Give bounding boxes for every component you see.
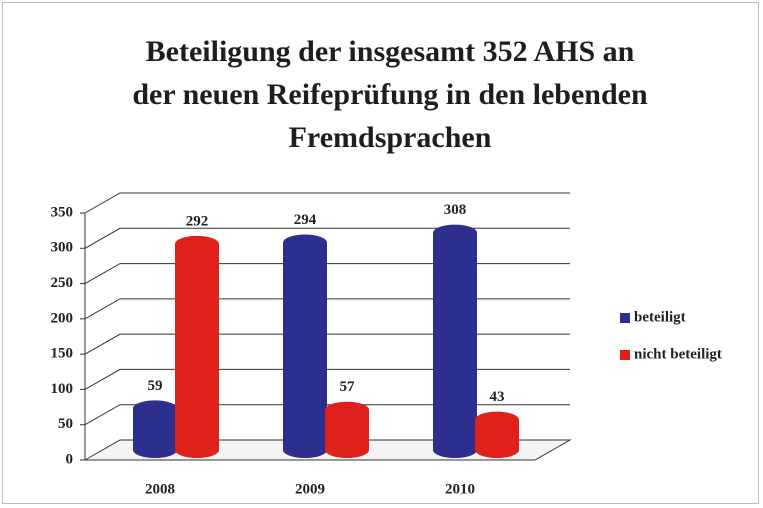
y-tick-label: 0 xyxy=(66,451,74,467)
y-tick-label: 50 xyxy=(58,416,73,432)
grid-line xyxy=(84,368,570,390)
grid-line xyxy=(84,263,570,285)
chart-title: Beteiligung der insgesamt 352 AHS an der… xyxy=(132,35,648,154)
legend-swatch xyxy=(620,350,630,360)
grid-line xyxy=(84,227,570,249)
x-tick-label: 2009 xyxy=(295,481,325,497)
data-label: 294 xyxy=(294,212,317,228)
y-tick-label: 300 xyxy=(51,240,74,256)
bar-shade xyxy=(475,419,519,458)
bar-shade xyxy=(175,243,219,458)
bar-top xyxy=(325,401,369,418)
legend-swatch xyxy=(620,313,630,323)
data-label: 43 xyxy=(490,389,505,405)
x-tick-label: 2010 xyxy=(445,481,475,497)
data-label: 308 xyxy=(444,202,467,218)
bar-top xyxy=(475,411,519,428)
bar xyxy=(175,235,219,458)
bar-top xyxy=(133,400,177,417)
y-tick-label: 150 xyxy=(51,346,74,362)
bar-shade xyxy=(325,409,369,458)
data-label: 59 xyxy=(148,378,163,394)
bar-shade xyxy=(433,232,477,458)
x-tick-label: 2008 xyxy=(145,481,175,497)
bar-top xyxy=(175,235,219,252)
y-tick-label: 350 xyxy=(51,204,74,220)
legend-label: nicht beteiligt xyxy=(634,346,722,362)
bar xyxy=(433,224,477,458)
grid-line xyxy=(84,298,570,320)
bar xyxy=(283,234,327,458)
grid-line xyxy=(84,192,570,214)
data-label: 292 xyxy=(186,213,209,229)
y-tick-label: 100 xyxy=(51,381,74,397)
y-tick-label: 200 xyxy=(51,310,74,326)
bar xyxy=(325,401,369,458)
bar-shade xyxy=(133,408,177,458)
bar-top xyxy=(283,234,327,251)
bar xyxy=(133,400,177,458)
bar xyxy=(475,411,519,458)
grid-line xyxy=(84,333,570,355)
legend-label: beteiligt xyxy=(634,309,686,325)
bar-shade xyxy=(283,242,327,458)
grid-line xyxy=(84,404,570,426)
data-label: 57 xyxy=(340,379,356,395)
bar-top xyxy=(433,224,477,241)
y-tick-label: 250 xyxy=(51,275,74,291)
